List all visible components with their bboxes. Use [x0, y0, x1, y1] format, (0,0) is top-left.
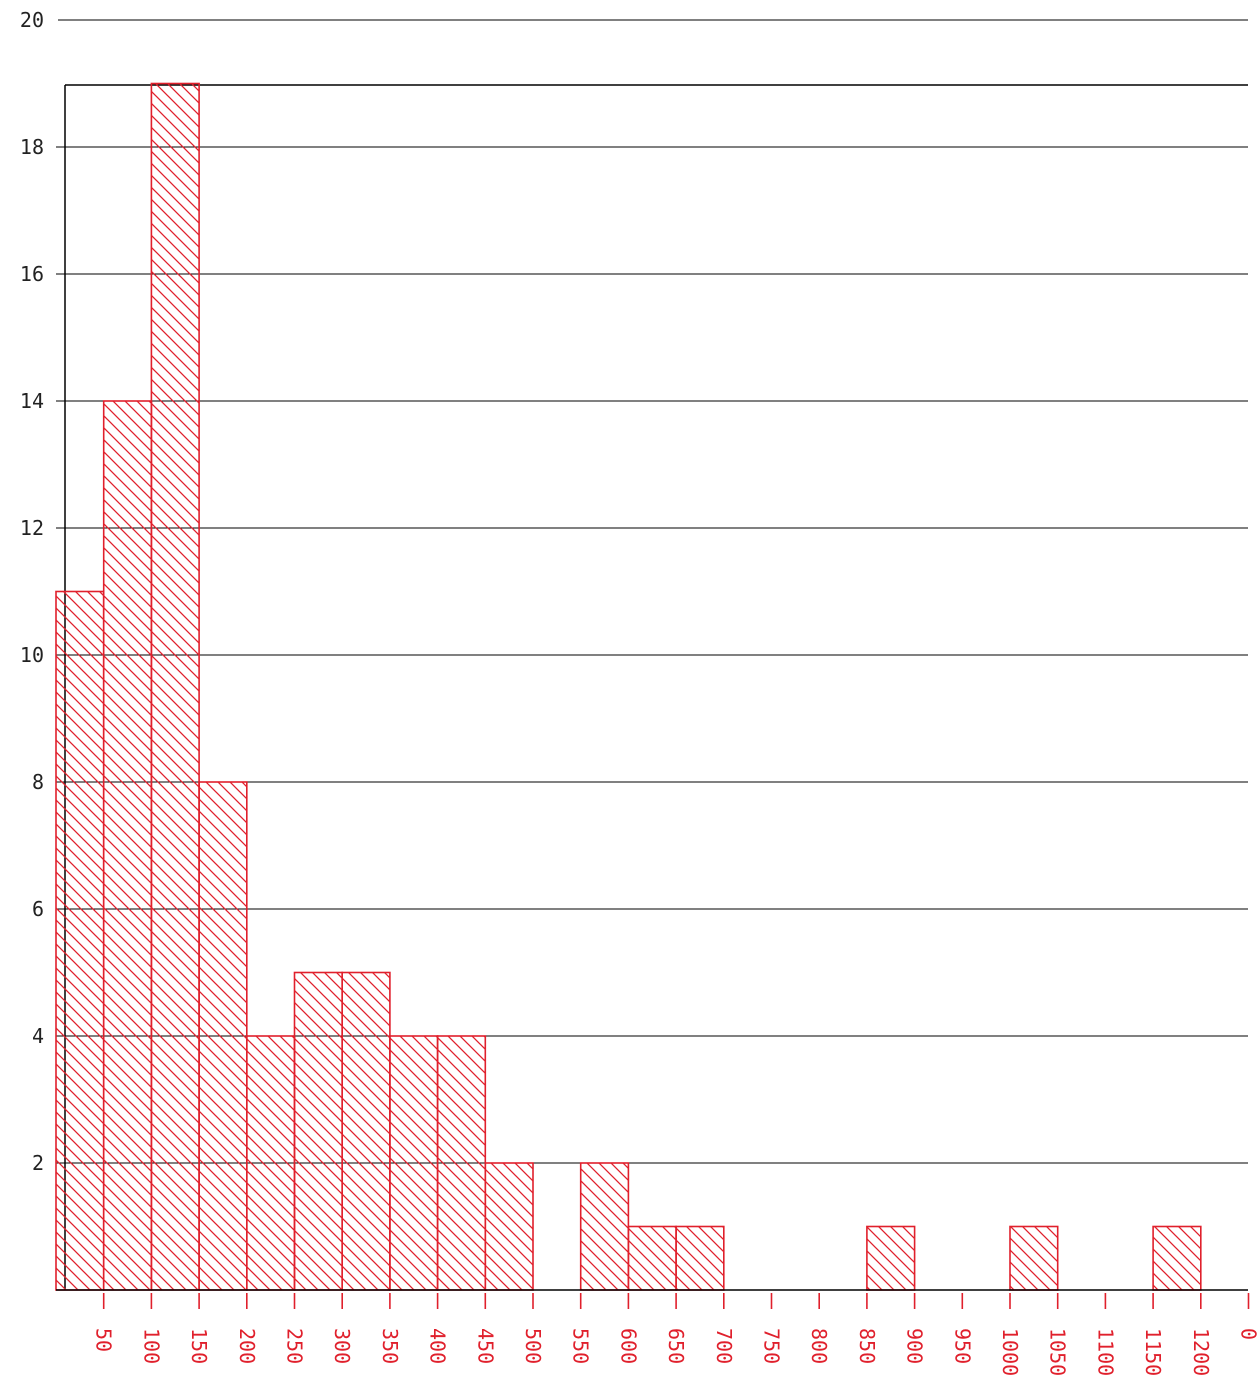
x-tick-label: 1150: [1141, 1328, 1165, 1376]
y-tick-label: 20: [20, 8, 44, 32]
histogram-bar: [484, 1162, 534, 1291]
x-tick-label: 50: [92, 1328, 116, 1352]
histogram-bar: [866, 1225, 916, 1291]
x-tick-label: 650: [664, 1328, 688, 1364]
x-tick-label: 550: [569, 1328, 593, 1364]
histogram-bar: [102, 400, 153, 1291]
x-tick-label: 400: [426, 1328, 450, 1364]
x-tick-label: 950: [950, 1328, 974, 1364]
x-tick-label: 1100: [1093, 1328, 1117, 1376]
y-tick-label: 12: [20, 516, 44, 540]
y-tick-label: 2: [32, 1151, 44, 1175]
histogram-bar: [1009, 1225, 1059, 1291]
histogram-bar: [55, 590, 105, 1291]
histogram-bar: [436, 1035, 487, 1291]
histogram-bar: [198, 781, 248, 1291]
x-tick-label: 800: [807, 1328, 831, 1364]
x-ticks: 50 100 150 200 250 300 350 400 450 500 550 600 650 70…: [92, 1293, 1259, 1376]
x-tick-label: 200: [235, 1328, 259, 1364]
x-tick-label: 1000: [998, 1328, 1022, 1376]
x-tick-label: 350: [378, 1328, 402, 1364]
y-tick-label: 8: [32, 770, 44, 794]
y-ticks: 2 4 6 8 10 12 14 16 18 20: [20, 8, 44, 1175]
y-tick-label: 18: [20, 135, 44, 159]
histogram-bar: [150, 82, 200, 1291]
histogram-bar: [675, 1225, 725, 1291]
x-tick-label: 600: [616, 1328, 640, 1364]
x-tick-label: 750: [760, 1328, 784, 1364]
x-tick-label: 450: [473, 1328, 497, 1364]
x-tick-label: 300: [330, 1328, 354, 1364]
histogram-bar: [1152, 1225, 1202, 1291]
x-tick-label: 100: [139, 1328, 163, 1364]
bars: [55, 82, 1202, 1291]
histogram-bar: [293, 971, 344, 1291]
x-tick-label: 1200: [1189, 1328, 1213, 1376]
histogram-bar: [341, 971, 391, 1291]
x-tick-label: 500: [521, 1328, 545, 1364]
y-tick-label: 10: [20, 643, 44, 667]
y-tick-label: 6: [32, 897, 44, 921]
x-tick-label: 150: [187, 1328, 211, 1364]
x-tick-label: 250: [283, 1328, 307, 1364]
y-tick-label: 4: [32, 1024, 44, 1048]
histogram-bar: [627, 1225, 677, 1291]
histogram-bar: [579, 1162, 630, 1291]
x-tick-label: 700: [712, 1328, 736, 1364]
histogram-bar: [246, 1035, 296, 1291]
x-tick-label: 900: [903, 1328, 927, 1364]
x-tick-label: 1050: [1046, 1328, 1070, 1376]
histogram-bar: [389, 1035, 439, 1291]
x-tick-label: 0: [1237, 1328, 1259, 1340]
y-tick-label: 14: [20, 389, 44, 413]
y-tick-label: 16: [20, 262, 44, 286]
x-tick-label: 850: [855, 1328, 879, 1364]
